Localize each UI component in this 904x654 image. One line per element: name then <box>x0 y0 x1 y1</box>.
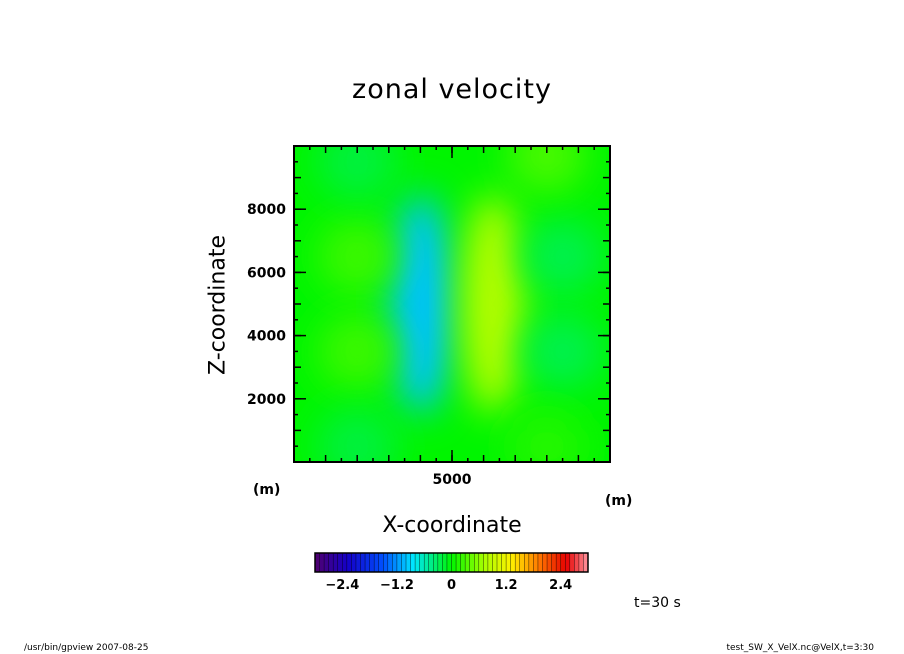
x-tick-label: 5000 <box>433 472 472 488</box>
colorbar-segment <box>424 553 430 572</box>
heatmap-feature <box>522 218 603 295</box>
colorbar-segment <box>506 553 512 572</box>
heatmap-feature <box>317 313 398 390</box>
y-tick-label: 6000 <box>247 265 286 281</box>
colorbar-segment <box>515 553 521 572</box>
heatmap-feature <box>461 194 526 414</box>
heatmap-feature <box>388 194 453 414</box>
colorbar-segment <box>569 553 575 572</box>
colorbar-segment <box>474 553 480 572</box>
colorbar-segment <box>406 553 412 572</box>
colorbar-segment <box>355 553 361 572</box>
colorbar-segment <box>319 553 325 572</box>
colorbar-segment <box>337 553 343 572</box>
y-tick-label: 4000 <box>247 329 286 345</box>
heatmap-feature <box>522 313 603 390</box>
colorbar-segment <box>565 553 571 572</box>
colorbar-segment <box>374 553 380 572</box>
colorbar-segment <box>315 553 321 572</box>
colorbar-segment <box>410 553 416 572</box>
colorbar-segment <box>387 553 393 572</box>
heatmap-feature <box>317 218 398 295</box>
colorbar-segment <box>396 553 402 572</box>
colorbar-segment <box>542 553 548 572</box>
colorbar-tick-label: 1.2 <box>495 578 518 593</box>
colorbar-segment <box>492 553 498 572</box>
colorbar-segment <box>324 553 330 572</box>
colorbar-segment <box>365 553 371 572</box>
colorbar-segment <box>528 553 534 572</box>
colorbar-segment <box>451 553 457 572</box>
heatmap-feature <box>506 146 587 194</box>
colorbar-segment <box>519 553 525 572</box>
colorbar-segment <box>342 553 348 572</box>
colorbar-segment <box>369 553 375 572</box>
colorbar-tick-label: 2.4 <box>549 578 572 593</box>
colorbar-segment <box>578 553 584 572</box>
colorbar-segment <box>383 553 389 572</box>
colorbar-segment <box>583 553 589 572</box>
colorbar-tick-label: 0 <box>447 578 456 593</box>
colorbar-segment <box>433 553 439 572</box>
footer-file-info: test_SW_X_VelX.nc@VelX,t=3:30 <box>726 643 874 653</box>
colorbar-segment <box>346 553 352 572</box>
colorbar-segment <box>360 553 366 572</box>
colorbar-segment <box>401 553 407 572</box>
colorbar-segment <box>446 553 452 572</box>
x-axis-label: X-coordinate <box>382 513 522 538</box>
colorbar-segment <box>487 553 493 572</box>
colorbar-tick-label: −2.4 <box>325 578 359 593</box>
colorbar-segment <box>478 553 484 572</box>
colorbar-segment <box>442 553 448 572</box>
colorbar-segment <box>328 553 334 572</box>
colorbar-segment <box>460 553 466 572</box>
colorbar-tick-label: −1.2 <box>380 578 414 593</box>
footer-program-date: /usr/bin/gpview 2007-08-25 <box>24 643 149 653</box>
heatmap-feature <box>317 146 398 200</box>
colorbar-segment <box>510 553 516 572</box>
colorbar-segment <box>524 553 530 572</box>
heatmap-feature <box>317 408 398 462</box>
colorbar-segment <box>560 553 566 572</box>
y-unit-label: (m) <box>253 482 281 498</box>
colorbar-segment <box>351 553 357 572</box>
colorbar-segment <box>574 553 580 572</box>
colorbar-segment <box>537 553 543 572</box>
colorbar-segment <box>378 553 384 572</box>
x-unit-label: (m) <box>605 493 633 509</box>
colorbar-segment <box>483 553 489 572</box>
colorbar-segment <box>415 553 421 572</box>
colorbar: −2.4 −1.2 0 1.2 2.4 <box>314 552 589 593</box>
y-tick-label: 2000 <box>247 392 286 408</box>
colorbar-segment <box>428 553 434 572</box>
colorbar-segment <box>392 553 398 572</box>
heatmap-feature <box>506 408 587 462</box>
colorbar-segment <box>437 553 443 572</box>
colorbar-segment <box>501 553 507 572</box>
time-label: t=30 s <box>634 595 681 611</box>
y-tick-label: 8000 <box>247 202 286 218</box>
colorbar-segment <box>497 553 503 572</box>
chart-title: zonal velocity <box>352 74 552 105</box>
colorbar-segment <box>533 553 539 572</box>
colorbar-segment <box>556 553 562 572</box>
colorbar-segment <box>419 553 425 572</box>
y-axis-label: Z-coordinate <box>205 235 231 375</box>
colorbar-segment <box>456 553 462 572</box>
colorbar-segment <box>547 553 553 572</box>
colorbar-frame <box>314 552 589 573</box>
colorbar-segment <box>469 553 475 572</box>
colorbar-segment <box>333 553 339 572</box>
colorbar-segment <box>551 553 557 572</box>
axes: 5000 2000 4000 6000 8000 <box>247 146 610 488</box>
colorbar-segment <box>465 553 471 572</box>
heatmap-field <box>294 146 610 462</box>
